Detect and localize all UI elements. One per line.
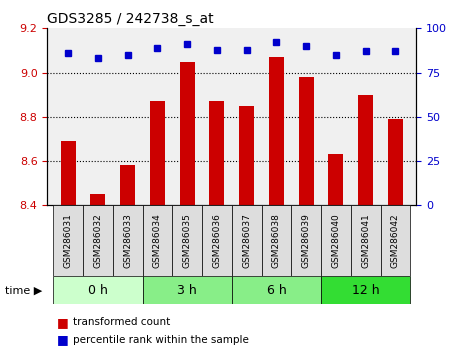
Bar [381,205,410,276]
Bar [328,154,343,205]
Bar [321,276,410,304]
Text: GSM286039: GSM286039 [302,213,311,268]
Text: GSM286034: GSM286034 [153,213,162,268]
Bar [210,101,224,205]
Text: GSM286035: GSM286035 [183,213,192,268]
Bar [61,141,76,205]
Bar [388,119,403,205]
Text: GSM286036: GSM286036 [212,213,221,268]
Text: ■: ■ [57,333,69,346]
Bar [358,95,373,205]
Text: percentile rank within the sample: percentile rank within the sample [73,335,249,345]
Bar [142,205,172,276]
Bar [172,205,202,276]
Text: 0 h: 0 h [88,284,108,297]
Text: 12 h: 12 h [352,284,379,297]
Text: GSM286031: GSM286031 [64,213,73,268]
Bar [90,194,105,205]
Bar [269,57,284,205]
Text: GSM286032: GSM286032 [93,213,102,268]
Bar [239,106,254,205]
Bar [83,205,113,276]
Text: ■: ■ [57,316,69,329]
Text: GSM286033: GSM286033 [123,213,132,268]
Bar [262,205,291,276]
Text: 6 h: 6 h [266,284,286,297]
Bar [53,205,83,276]
Text: 3 h: 3 h [177,284,197,297]
Bar [291,205,321,276]
Bar [232,205,262,276]
Bar [351,205,381,276]
Bar [150,101,165,205]
Text: time ▶: time ▶ [5,285,43,295]
Bar [321,205,351,276]
Text: GDS3285 / 242738_s_at: GDS3285 / 242738_s_at [47,12,214,26]
Bar [202,205,232,276]
Text: GSM286040: GSM286040 [332,213,341,268]
Text: transformed count: transformed count [73,317,171,327]
Text: GSM286042: GSM286042 [391,213,400,268]
Bar [232,276,321,304]
Bar [113,205,142,276]
Text: GSM286037: GSM286037 [242,213,251,268]
Bar [120,165,135,205]
Bar [142,276,232,304]
Text: GSM286038: GSM286038 [272,213,281,268]
Bar [53,276,142,304]
Bar [299,77,314,205]
Text: GSM286041: GSM286041 [361,213,370,268]
Bar [180,62,194,205]
